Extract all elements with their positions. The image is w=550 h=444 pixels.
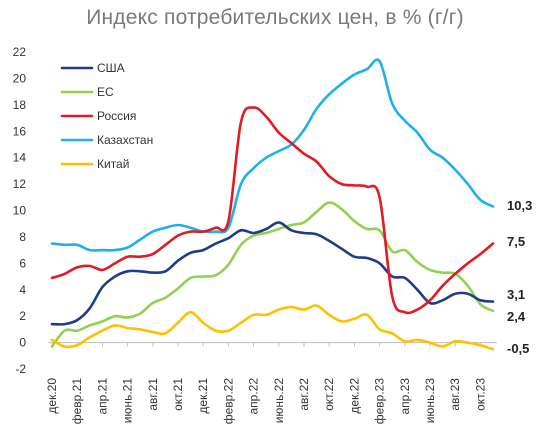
end-label-4: -0,5 <box>507 341 529 356</box>
end-label-3: 10,3 <box>507 198 532 213</box>
end-label-1: 2,4 <box>507 309 526 324</box>
series-line-3 <box>50 58 495 252</box>
x-tick-label: июнь.21 <box>121 378 135 424</box>
x-tick-label: апр.23 <box>398 378 412 415</box>
legend-item-3[interactable]: Казахстан <box>60 133 153 147</box>
y-tick-label: 14 <box>13 151 27 165</box>
series-lines <box>50 58 495 351</box>
y-tick-label: 20 <box>13 71 27 85</box>
end-labels: 3,1 2,4 7,5 10,3 -0,5 <box>507 198 532 356</box>
x-tick-label: авг.23 <box>448 378 462 411</box>
x-tick-label: окт.23 <box>473 378 487 411</box>
series-line-4 <box>50 304 495 351</box>
y-tick-label: 4 <box>19 283 26 297</box>
x-tick-label: февр.21 <box>70 378 84 425</box>
y-axis: -2 0 2 4 6 8 10 12 14 16 18 20 22 <box>13 45 27 376</box>
x-tick-label: февр.22 <box>221 378 235 425</box>
legend-item-4[interactable]: Китай <box>60 157 129 171</box>
legend-label: Россия <box>97 109 136 123</box>
y-tick-label: 6 <box>19 256 26 270</box>
y-tick-label: 0 <box>19 336 26 350</box>
legend-item-1[interactable]: ЕС <box>60 85 114 99</box>
series-line-0 <box>50 221 495 326</box>
y-tick-label: 16 <box>13 124 27 138</box>
y-tick-label: 22 <box>13 45 27 59</box>
y-tick-label: 8 <box>19 230 26 244</box>
x-tick-label: авг.22 <box>297 378 311 411</box>
x-tick-label: окт.22 <box>322 378 336 411</box>
x-tick-label: окт.21 <box>171 378 185 411</box>
x-tick-label: июнь.23 <box>423 378 437 424</box>
legend[interactable]: США ЕС Россия Казахстан Китай <box>60 61 153 171</box>
end-label-2: 7,5 <box>507 234 525 249</box>
x-tick-label: авг.21 <box>146 378 160 411</box>
x-tick-label: дек.20 <box>45 378 59 414</box>
y-tick-label: 2 <box>19 309 26 323</box>
legend-label: Китай <box>97 157 129 171</box>
x-tick-label: апр.22 <box>247 378 261 415</box>
x-tick-label: февр.23 <box>373 378 387 425</box>
legend-item-2[interactable]: Россия <box>60 109 136 123</box>
series-line-1 <box>50 201 495 348</box>
x-axis: дек.20 февр.21 апр.21 июнь.21 авг.21 окт.21 де… <box>45 342 497 425</box>
series-line-2 <box>50 106 495 315</box>
end-label-0: 3,1 <box>507 287 525 302</box>
x-tick-label: июнь.22 <box>272 378 286 424</box>
x-tick-label: апр.21 <box>95 378 109 415</box>
y-tick-label: 18 <box>13 98 27 112</box>
chart-title: Индекс потребительских цен, в % (г/г) <box>86 6 464 29</box>
x-tick-label: дек.21 <box>196 378 210 414</box>
legend-label: Казахстан <box>97 133 153 147</box>
y-tick-label: 12 <box>13 177 27 191</box>
legend-label: ЕС <box>97 85 114 99</box>
y-tick-label: 10 <box>13 204 27 218</box>
legend-item-0[interactable]: США <box>60 61 125 75</box>
legend-label: США <box>97 61 125 75</box>
x-tick-label: дек.22 <box>347 378 361 414</box>
y-tick-label: -2 <box>15 362 26 376</box>
